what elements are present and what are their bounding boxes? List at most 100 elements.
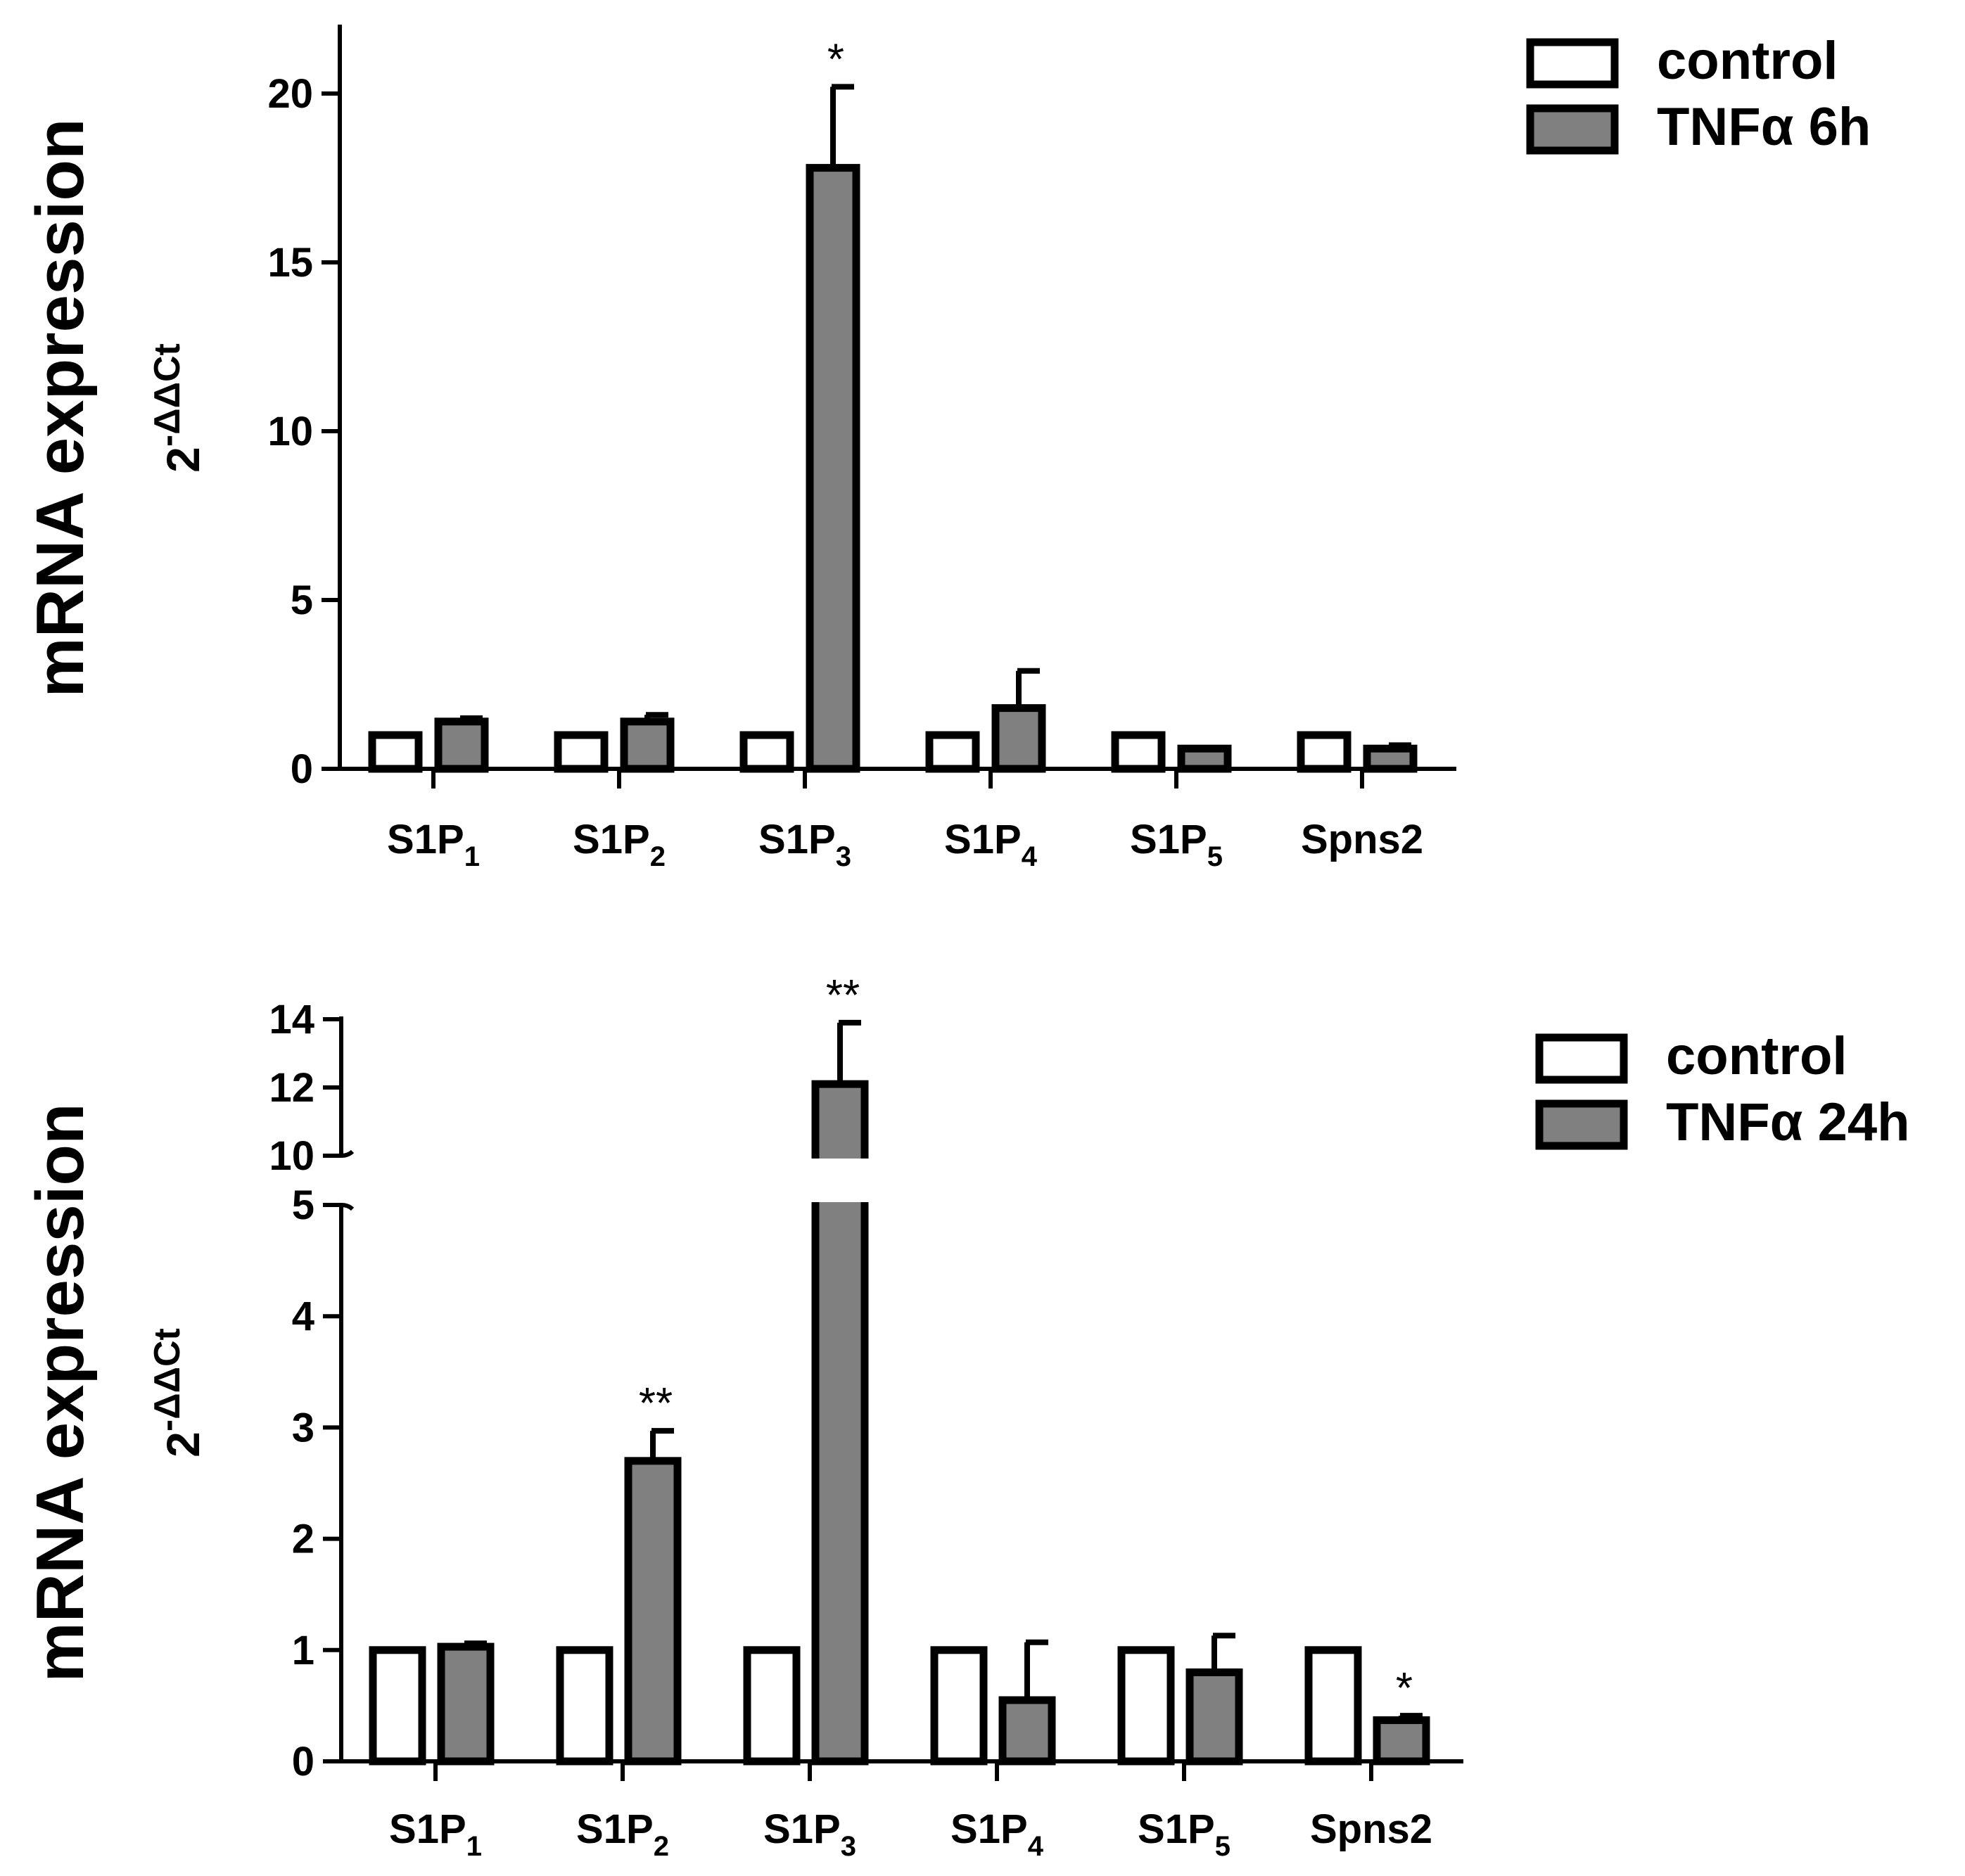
y-tick-label: 2 [292, 1517, 314, 1562]
significance-marker: * [1396, 1664, 1413, 1713]
category-label-base: S1P [758, 817, 836, 862]
category-label-base: Spns2 [1310, 1806, 1432, 1852]
category-label-s1p2: S1P2 [573, 817, 666, 872]
category-label-base: S1P [944, 817, 1022, 862]
bar-treatment-s1p3 [806, 164, 860, 773]
bar-treatment-spns2 [1373, 1716, 1430, 1766]
bars: * [368, 35, 1418, 773]
significance-marker: ** [826, 971, 860, 1020]
legend-label-tnf-24h: TNFα 24h [1666, 1092, 1910, 1152]
category-label-subscript: 1 [466, 1831, 482, 1862]
y-axis-label: mRNA expression [23, 1103, 98, 1682]
legend-swatch-tnf-6h [1526, 104, 1619, 155]
bars: ***** [369, 971, 1430, 1766]
category-label-base: S1P [1130, 817, 1207, 862]
category-label-s1p4: S1P4 [950, 1806, 1044, 1862]
bar-control-spns2 [1297, 731, 1352, 773]
bar-control-s1p4 [930, 1646, 988, 1766]
legend-label-tnf-6h: TNFα 6h [1657, 97, 1871, 157]
bar-control-s1p3 [743, 1646, 801, 1766]
category-label-subscript: 4 [1022, 841, 1038, 872]
bar-control-s1p3 [739, 731, 794, 773]
axis-break-gap [808, 1159, 872, 1202]
category-label-subscript: 2 [650, 841, 666, 872]
category-label-base: S1P [950, 1806, 1028, 1852]
y-tick-label: 3 [292, 1405, 314, 1450]
legend-label-control: control [1657, 31, 1838, 91]
category-label-base: S1P [573, 817, 650, 862]
legend-swatch-control [1526, 38, 1619, 89]
category-label-subscript: 5 [1215, 1831, 1230, 1862]
category-label-base: S1P [387, 817, 464, 862]
category-label-subscript: 3 [836, 841, 851, 872]
category-label-spns2: Spns2 [1310, 1806, 1432, 1852]
y-tick-label: 5 [291, 578, 313, 623]
y-axis-unit-exponent: -ΔΔCt [147, 1328, 188, 1431]
y-tick-label: 10 [269, 1133, 314, 1179]
significance-marker: * [827, 35, 844, 84]
category-label-s1p3: S1P3 [758, 817, 851, 872]
y-tick-label: 15 [267, 240, 313, 286]
significance-marker: ** [639, 1379, 673, 1428]
y-axis-label: mRNA expression [23, 118, 98, 697]
category-label-s1p2: S1P2 [576, 1806, 669, 1862]
y-axis-unit-label: 2-ΔΔCt [147, 343, 209, 473]
legend-label-control: control [1666, 1026, 1848, 1086]
legend-swatch-control [1535, 1033, 1628, 1084]
category-label-s1p5: S1P5 [1130, 817, 1223, 872]
category-labels: S1P1 S1P2 S1P3 S1P4 S1P5 Spns2 [387, 817, 1423, 872]
bar-control-s1p4 [925, 731, 980, 773]
bar-treatment-s1p4 [998, 1696, 1056, 1766]
y-axis-unit-label: 2-ΔΔCt [147, 1328, 209, 1457]
y-tick-label: 12 [269, 1065, 314, 1111]
bar-control-s1p2 [554, 731, 609, 773]
category-labels: S1P1 S1P2 S1P3 S1P4 S1P5 Spns2 [389, 1806, 1432, 1862]
legend-swatch-tnf-24h [1535, 1099, 1628, 1150]
bar-treatment-s1p1 [434, 717, 489, 773]
bar-control-s1p1 [369, 1646, 426, 1766]
category-label-subscript: 4 [1028, 1831, 1044, 1862]
y-tick-label: 0 [291, 746, 313, 792]
bar-treatment-s1p1 [437, 1642, 495, 1766]
bar-treatment-s1p5 [1177, 744, 1232, 773]
category-label-base: S1P [763, 1806, 841, 1852]
y-tick-label: 0 [292, 1739, 314, 1785]
y-tick-label: 4 [292, 1294, 314, 1339]
category-label-subscript: 1 [464, 841, 480, 872]
axes: 0 5 10 15 20 [267, 25, 1456, 792]
category-label-s1p4: S1P4 [944, 817, 1038, 872]
y-axis-unit-base: 2 [157, 1431, 209, 1457]
category-label-base: S1P [389, 1806, 466, 1852]
bar-treatment-s1p4 [991, 704, 1046, 773]
bar-treatment-s1p5 [1185, 1668, 1243, 1766]
category-label-s1p3: S1P3 [763, 1806, 856, 1862]
bar-control-s1p2 [556, 1646, 613, 1766]
category-label-subscript: 2 [654, 1831, 669, 1862]
bar-control-s1p5 [1117, 1646, 1175, 1766]
bar-treatment-s1p2 [620, 717, 675, 773]
axis-break-mark-upper [341, 1149, 355, 1158]
category-label-spns2: Spns2 [1301, 817, 1423, 862]
category-label-s1p1: S1P1 [387, 817, 480, 872]
y-tick-label: 5 [292, 1182, 314, 1228]
bar-control-s1p5 [1111, 731, 1166, 773]
category-label-base: Spns2 [1301, 817, 1423, 862]
category-label-s1p5: S1P5 [1138, 1806, 1230, 1862]
y-tick-label: 1 [292, 1628, 314, 1673]
y-axis-unit-base: 2 [157, 447, 209, 473]
bar-control-spns2 [1304, 1646, 1362, 1766]
y-tick-label: 20 [267, 71, 313, 117]
y-axis-unit-exponent: -ΔΔCt [147, 343, 188, 447]
category-label-subscript: 3 [841, 1831, 856, 1862]
bar-treatment-s1p2 [624, 1457, 682, 1766]
category-label-base: S1P [576, 1806, 654, 1852]
bar-control-s1p1 [368, 731, 423, 773]
y-tick-label: 10 [267, 409, 313, 454]
axis-break-mark-lower [341, 1203, 355, 1211]
category-label-s1p1: S1P1 [389, 1806, 482, 1862]
